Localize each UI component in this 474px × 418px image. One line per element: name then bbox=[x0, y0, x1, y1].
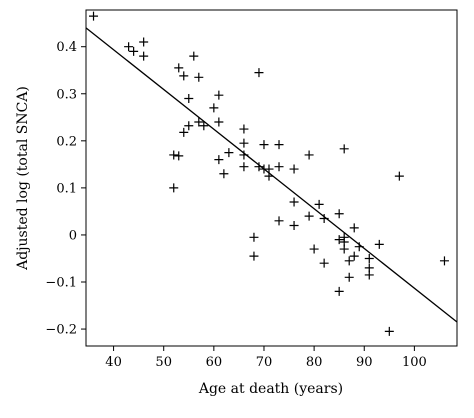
data-point-marker bbox=[344, 256, 354, 266]
data-point-marker bbox=[334, 235, 344, 245]
data-point-marker bbox=[169, 183, 179, 193]
data-point-marker bbox=[339, 244, 349, 254]
data-point-marker bbox=[394, 171, 404, 181]
data-point-marker bbox=[314, 199, 324, 209]
x-tick-label: 40 bbox=[105, 355, 122, 370]
y-tick-label: 0 bbox=[69, 228, 77, 243]
data-point-marker bbox=[179, 127, 189, 137]
data-point-marker bbox=[259, 140, 269, 150]
data-point-marker bbox=[184, 121, 194, 131]
data-point-marker bbox=[184, 93, 194, 103]
data-point-marker bbox=[139, 37, 149, 47]
data-point-marker bbox=[344, 272, 354, 282]
data-point-marker bbox=[349, 251, 359, 261]
data-point-marker bbox=[194, 72, 204, 82]
y-tick-label: 0.2 bbox=[56, 134, 77, 149]
data-point-marker bbox=[439, 256, 449, 266]
data-point-marker bbox=[349, 223, 359, 233]
data-point-marker bbox=[214, 117, 224, 127]
y-tick-label: 0.3 bbox=[56, 87, 77, 102]
data-points bbox=[89, 11, 449, 336]
data-point-marker bbox=[169, 150, 179, 160]
data-point-marker bbox=[189, 51, 199, 61]
data-point-marker bbox=[339, 144, 349, 154]
data-point-marker bbox=[139, 51, 149, 61]
data-point-marker bbox=[224, 148, 234, 158]
x-tick-label: 80 bbox=[306, 355, 323, 370]
data-point-marker bbox=[289, 221, 299, 231]
x-tick-label: 60 bbox=[206, 355, 223, 370]
y-tick-label: −0.1 bbox=[45, 276, 77, 291]
data-point-marker bbox=[239, 124, 249, 134]
data-point-marker bbox=[194, 117, 204, 127]
x-tick-label: 50 bbox=[155, 355, 172, 370]
data-point-marker bbox=[249, 251, 259, 261]
data-point-marker bbox=[214, 155, 224, 165]
data-point-marker bbox=[174, 63, 184, 73]
data-point-marker bbox=[274, 162, 284, 172]
data-point-marker bbox=[304, 211, 314, 221]
data-point-marker bbox=[334, 286, 344, 296]
data-point-marker bbox=[364, 253, 374, 263]
data-point-marker bbox=[364, 270, 374, 280]
y-tick-label: 0.4 bbox=[56, 40, 77, 55]
data-point-marker bbox=[289, 197, 299, 207]
data-point-marker bbox=[254, 68, 264, 78]
data-point-marker bbox=[179, 71, 189, 81]
data-point-marker bbox=[249, 232, 259, 242]
x-axis-title: Age at death (years) bbox=[198, 381, 343, 397]
data-point-marker bbox=[319, 258, 329, 268]
data-point-marker bbox=[384, 326, 394, 336]
data-point-marker bbox=[199, 121, 209, 131]
data-point-marker bbox=[214, 90, 224, 100]
data-point-marker bbox=[129, 46, 139, 56]
data-point-marker bbox=[239, 138, 249, 148]
x-tick-label: 70 bbox=[256, 355, 273, 370]
data-point-marker bbox=[219, 169, 229, 179]
x-axis-ticks: 40 50 60 70 80 90 100 bbox=[105, 346, 427, 370]
data-point-marker bbox=[209, 103, 219, 113]
plot-frame bbox=[85, 9, 458, 347]
data-point-marker bbox=[274, 140, 284, 150]
y-axis-title: Adjusted log (total SNCA) bbox=[15, 86, 31, 271]
data-point-marker bbox=[274, 216, 284, 226]
data-point-marker bbox=[334, 209, 344, 219]
y-tick-label: 0.1 bbox=[56, 181, 77, 196]
data-point-marker bbox=[239, 162, 249, 172]
data-point-marker bbox=[309, 244, 319, 254]
data-point-marker bbox=[304, 150, 314, 160]
x-tick-label: 90 bbox=[356, 355, 373, 370]
data-point-marker bbox=[124, 42, 134, 52]
regression-line bbox=[85, 27, 458, 323]
y-axis-ticks: −0.2 −0.1 0 0.1 0.2 0.3 0.4 bbox=[45, 40, 86, 338]
data-point-marker bbox=[174, 151, 184, 161]
data-point-marker bbox=[89, 11, 99, 21]
y-tick-label: −0.2 bbox=[45, 323, 77, 338]
x-tick-label: 100 bbox=[402, 355, 427, 370]
data-point-marker bbox=[289, 164, 299, 174]
data-point-marker bbox=[374, 239, 384, 249]
regression-line-group bbox=[85, 27, 458, 323]
